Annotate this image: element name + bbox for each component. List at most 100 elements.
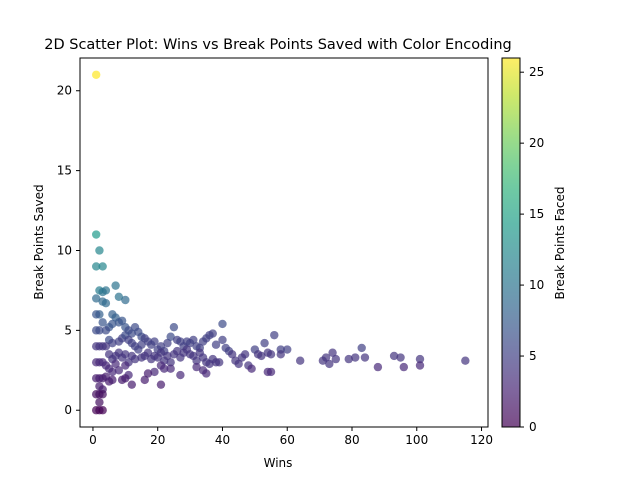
colorbar-tick-label: 0 bbox=[529, 420, 537, 434]
data-point bbox=[114, 292, 124, 302]
x-tick-label: 40 bbox=[215, 433, 230, 447]
y-tick-label: 5 bbox=[64, 323, 72, 337]
data-point bbox=[143, 369, 153, 378]
data-point bbox=[166, 364, 175, 373]
y-tick-label: 10 bbox=[57, 243, 72, 257]
data-point bbox=[321, 353, 331, 362]
data-point bbox=[150, 337, 159, 346]
data-point bbox=[325, 359, 334, 369]
colorbar-gradient bbox=[502, 58, 520, 427]
data-point bbox=[101, 342, 111, 351]
data-point bbox=[351, 353, 360, 362]
data-point bbox=[121, 350, 130, 359]
colorbar-tick-label: 5 bbox=[529, 349, 537, 363]
data-point bbox=[166, 358, 175, 367]
colorbar-tick-label: 15 bbox=[529, 207, 544, 221]
data-point bbox=[257, 351, 266, 361]
data-point bbox=[140, 375, 149, 385]
colorbar: 0 5 10 15 20 25 bbox=[501, 57, 544, 434]
data-point bbox=[91, 326, 101, 335]
data-point bbox=[461, 356, 470, 365]
data-point bbox=[150, 367, 159, 377]
data-point bbox=[121, 295, 130, 305]
data-point bbox=[266, 350, 276, 359]
data-point bbox=[108, 375, 117, 385]
data-point bbox=[98, 390, 107, 399]
data-point bbox=[111, 359, 120, 369]
data-point bbox=[91, 230, 101, 239]
x-axis-label: Wins bbox=[264, 456, 293, 470]
plot-frame bbox=[79, 57, 489, 428]
data-point bbox=[163, 351, 172, 361]
data-point bbox=[98, 262, 107, 271]
data-point bbox=[227, 350, 237, 359]
data-point bbox=[127, 329, 137, 338]
data-point bbox=[91, 294, 101, 303]
plot-area: 0 20 40 60 80 100 120 0 5 10 15 20 bbox=[57, 57, 493, 447]
data-point bbox=[111, 281, 120, 290]
data-point bbox=[172, 346, 182, 356]
data-point bbox=[211, 340, 221, 349]
data-point bbox=[137, 340, 146, 349]
data-point bbox=[91, 262, 101, 271]
x-tick-label: 80 bbox=[344, 433, 359, 447]
data-point bbox=[130, 354, 140, 364]
data-point bbox=[95, 246, 104, 255]
data-point bbox=[215, 358, 224, 367]
colorbar-tick-label: 20 bbox=[529, 136, 544, 150]
data-point bbox=[101, 286, 111, 295]
data-point bbox=[283, 345, 292, 354]
colorbar-frame bbox=[501, 57, 521, 428]
data-point bbox=[189, 335, 198, 345]
data-point bbox=[373, 362, 383, 372]
data-point bbox=[276, 350, 285, 359]
data-point bbox=[234, 359, 243, 369]
data-point bbox=[143, 348, 153, 357]
data-point bbox=[95, 398, 104, 407]
data-point bbox=[357, 343, 366, 353]
data-point bbox=[166, 332, 175, 341]
data-point bbox=[101, 326, 111, 335]
data-point bbox=[192, 362, 201, 372]
data-point bbox=[114, 366, 124, 375]
data-point bbox=[389, 351, 399, 361]
data-point bbox=[159, 364, 169, 373]
data-point bbox=[156, 348, 166, 357]
data-point bbox=[260, 338, 269, 348]
data-point bbox=[208, 329, 217, 338]
data-point bbox=[121, 361, 130, 370]
y-tick-label: 20 bbox=[57, 84, 72, 98]
data-point bbox=[266, 367, 276, 377]
colorbar-label: Break Points Faced bbox=[553, 186, 567, 299]
data-point bbox=[91, 70, 101, 79]
colorbar-tick-label: 10 bbox=[529, 278, 544, 292]
x-tick-label: 0 bbox=[89, 433, 97, 447]
data-point bbox=[360, 353, 370, 362]
data-point bbox=[98, 406, 107, 415]
x-tick-label: 20 bbox=[150, 433, 165, 447]
data-point bbox=[163, 338, 172, 348]
data-point bbox=[108, 338, 117, 348]
data-point bbox=[169, 322, 179, 332]
data-point bbox=[117, 316, 127, 325]
x-tick-label: 120 bbox=[470, 433, 493, 447]
y-tick-label: 0 bbox=[64, 403, 72, 417]
data-point bbox=[295, 356, 305, 365]
data-point bbox=[396, 353, 405, 362]
data-point bbox=[344, 354, 353, 364]
data-point bbox=[240, 350, 250, 359]
chart-title: 2D Scatter Plot: Wins vs Break Points Sa… bbox=[44, 37, 512, 53]
data-point bbox=[192, 356, 201, 365]
data-point bbox=[270, 330, 279, 340]
data-point bbox=[399, 362, 409, 372]
data-point bbox=[202, 369, 211, 378]
data-point bbox=[218, 319, 227, 329]
data-point bbox=[98, 318, 107, 327]
data-point bbox=[156, 380, 166, 389]
data-point bbox=[247, 364, 256, 373]
data-point bbox=[176, 370, 185, 380]
data-point bbox=[328, 348, 337, 357]
data-point bbox=[127, 380, 137, 389]
data-point bbox=[91, 310, 101, 319]
